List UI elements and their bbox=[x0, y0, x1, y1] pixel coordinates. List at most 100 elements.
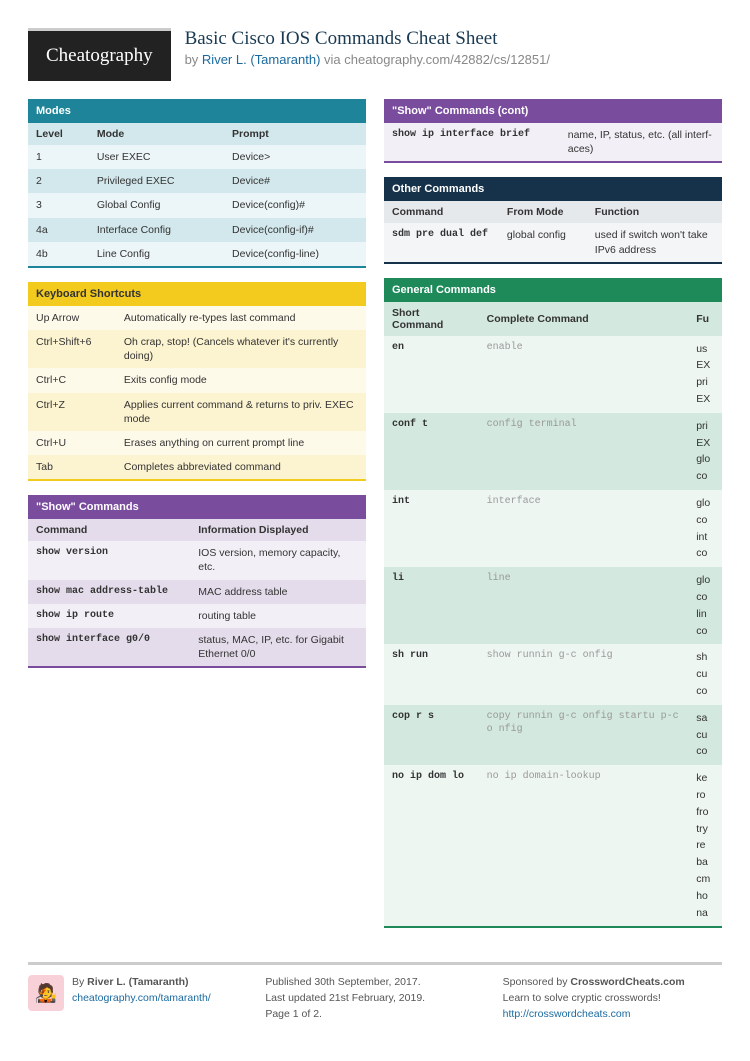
table-row: 3Global ConfigDevice(config)# bbox=[28, 193, 366, 217]
left-column: Modes LevelModePrompt1User EXECDevice>2P… bbox=[28, 99, 366, 942]
table-cell: Device(config-if)# bbox=[224, 218, 366, 242]
table-cell: Ctrl+U bbox=[28, 431, 116, 455]
table-cell: 2 bbox=[28, 169, 89, 193]
table-cell: no ip domain-lookup bbox=[479, 765, 689, 926]
table-row: 4bLine ConfigDevice(config-line) bbox=[28, 242, 366, 266]
footer-page: Page 1 of 2. bbox=[265, 1007, 484, 1023]
table-cell: conf t bbox=[384, 413, 479, 490]
footer-col-sponsor: Sponsored by CrosswordCheats.com Learn t… bbox=[503, 975, 722, 1022]
table-cell: MAC address table bbox=[190, 580, 366, 604]
table-cell: glocolinco bbox=[688, 567, 722, 644]
column-header: Fu bbox=[688, 302, 722, 336]
block-other: Other Commands CommandFrom ModeFunctions… bbox=[384, 177, 722, 263]
block-keyboard: Keyboard Shortcuts Up ArrowAutomatically… bbox=[28, 282, 366, 481]
table-cell: copy runnin g-c onfig startu p-c o nfig bbox=[479, 705, 689, 765]
table-cell: priEXgloco bbox=[688, 413, 722, 490]
table-row: Ctrl+CExits config mode bbox=[28, 368, 366, 392]
column-header: Mode bbox=[89, 123, 224, 145]
table-cell: show interface g0/0 bbox=[28, 628, 190, 666]
table-cell: sh run bbox=[384, 644, 479, 704]
block-header-modes: Modes bbox=[28, 99, 366, 123]
table-row: 1User EXECDevice> bbox=[28, 145, 366, 169]
footer-col-author: 🧑‍🎤 By River L. (Tamaranth) cheatography… bbox=[28, 975, 247, 1022]
footer-author-url[interactable]: cheatography.com/tamaranth/ bbox=[72, 992, 211, 1004]
footer-sponsor-name: CrosswordCheats.com bbox=[570, 976, 684, 988]
table-cell: Device(config)# bbox=[224, 193, 366, 217]
table-row: show mac address-tableMAC address table bbox=[28, 580, 366, 604]
table-row: sdm pre dual defglobal configused if swi… bbox=[384, 223, 722, 261]
column-header: Complete Command bbox=[479, 302, 689, 336]
table-row: lilineglocolinco bbox=[384, 567, 722, 644]
table-cell: sdm pre dual def bbox=[384, 223, 499, 261]
table-cell: enable bbox=[479, 336, 689, 413]
table-cell: 1 bbox=[28, 145, 89, 169]
table-show: CommandInformation Displayedshow version… bbox=[28, 519, 366, 666]
table-cell: Erases anything on current prompt line bbox=[116, 431, 366, 455]
table-cell: used if switch won't take IPv6 address bbox=[587, 223, 722, 261]
table-cell: Device> bbox=[224, 145, 366, 169]
footer-sponsor-tag: Learn to solve cryptic crosswords! bbox=[503, 991, 722, 1007]
footer-published: Published 30th September, 2017. bbox=[265, 975, 484, 991]
table-cell: show runnin g-c onfig bbox=[479, 644, 689, 704]
table-cell: Tab bbox=[28, 455, 116, 479]
site-logo: Cheatography bbox=[28, 28, 171, 81]
table-cell: show ip interface brief bbox=[384, 123, 560, 161]
via-text: via cheatography.com/42882/cs/12851/ bbox=[320, 52, 550, 67]
table-cell: usEXpriEX bbox=[688, 336, 722, 413]
avatar-icon: 🧑‍🎤 bbox=[28, 975, 64, 1011]
table-cell: Device(config-line) bbox=[224, 242, 366, 266]
column-header: Short Command bbox=[384, 302, 479, 336]
table-cell: Automatically re-types last command bbox=[116, 306, 366, 330]
table-row: show ip routerouting table bbox=[28, 604, 366, 628]
footer-author: River L. (Tamaranth) bbox=[87, 976, 188, 988]
table-other: CommandFrom ModeFunctionsdm pre dual def… bbox=[384, 201, 722, 261]
table-cell: en bbox=[384, 336, 479, 413]
table-cell: config terminal bbox=[479, 413, 689, 490]
table-cell: interface bbox=[479, 490, 689, 567]
table-general: Short CommandComplete CommandFuenenableu… bbox=[384, 302, 722, 927]
table-row: cop r scopy runnin g-c onfig startu p-c … bbox=[384, 705, 722, 765]
column-header: Level bbox=[28, 123, 89, 145]
table-row: intinterfaceglocointco bbox=[384, 490, 722, 567]
table-cell: Up Arrow bbox=[28, 306, 116, 330]
header: Cheatography Basic Cisco IOS Commands Ch… bbox=[28, 28, 722, 81]
table-row: show ip interface briefname, IP, status,… bbox=[384, 123, 722, 161]
table-keyboard: Up ArrowAutomatically re-types last comm… bbox=[28, 306, 366, 479]
table-row: Up ArrowAutomatically re-types last comm… bbox=[28, 306, 366, 330]
block-header-other: Other Commands bbox=[384, 177, 722, 201]
table-cell: Applies current command & returns to pri… bbox=[116, 393, 366, 431]
table-cell: Ctrl+Shift+6 bbox=[28, 330, 116, 368]
table-cell: status, MAC, IP, etc. for Gigabit Ethern… bbox=[190, 628, 366, 666]
table-header-row: Short CommandComplete CommandFu bbox=[384, 302, 722, 336]
block-header-general: General Commands bbox=[384, 278, 722, 302]
footer-col-meta: Published 30th September, 2017. Last upd… bbox=[265, 975, 484, 1022]
page: Cheatography Basic Cisco IOS Commands Ch… bbox=[0, 0, 750, 1033]
table-cell: 4b bbox=[28, 242, 89, 266]
table-header-row: CommandInformation Displayed bbox=[28, 519, 366, 541]
table-cell: Oh crap, stop! (Cancels whatever it's cu… bbox=[116, 330, 366, 368]
title-block: Basic Cisco IOS Commands Cheat Sheet by … bbox=[185, 28, 550, 67]
table-cell: Line Config bbox=[89, 242, 224, 266]
table-cell: int bbox=[384, 490, 479, 567]
table-row: no ip dom lono ip domain-lookupkerofrotr… bbox=[384, 765, 722, 926]
table-cell: Ctrl+Z bbox=[28, 393, 116, 431]
footer-sponsor-url[interactable]: http://crosswordcheats.com bbox=[503, 1008, 631, 1020]
footer: 🧑‍🎤 By River L. (Tamaranth) cheatography… bbox=[28, 962, 722, 1022]
table-cell: line bbox=[479, 567, 689, 644]
by-text: by bbox=[185, 52, 202, 67]
table-cell: User EXEC bbox=[89, 145, 224, 169]
footer-updated: Last updated 21st February, 2019. bbox=[265, 991, 484, 1007]
table-cell: Interface Config bbox=[89, 218, 224, 242]
table-cell: glocointco bbox=[688, 490, 722, 567]
table-cell: 3 bbox=[28, 193, 89, 217]
table-modes: LevelModePrompt1User EXECDevice>2Privile… bbox=[28, 123, 366, 266]
column-header: Information Displayed bbox=[190, 519, 366, 541]
block-show: "Show" Commands CommandInformation Displ… bbox=[28, 495, 366, 668]
block-header-show: "Show" Commands bbox=[28, 495, 366, 519]
author-link[interactable]: River L. (Tamaranth) bbox=[202, 52, 320, 67]
table-cell: global config bbox=[499, 223, 587, 261]
table-showcont: show ip interface briefname, IP, status,… bbox=[384, 123, 722, 161]
table-row: sh runshow runnin g-c onfigshcuco bbox=[384, 644, 722, 704]
table-cell: show version bbox=[28, 541, 190, 579]
column-header: Command bbox=[28, 519, 190, 541]
